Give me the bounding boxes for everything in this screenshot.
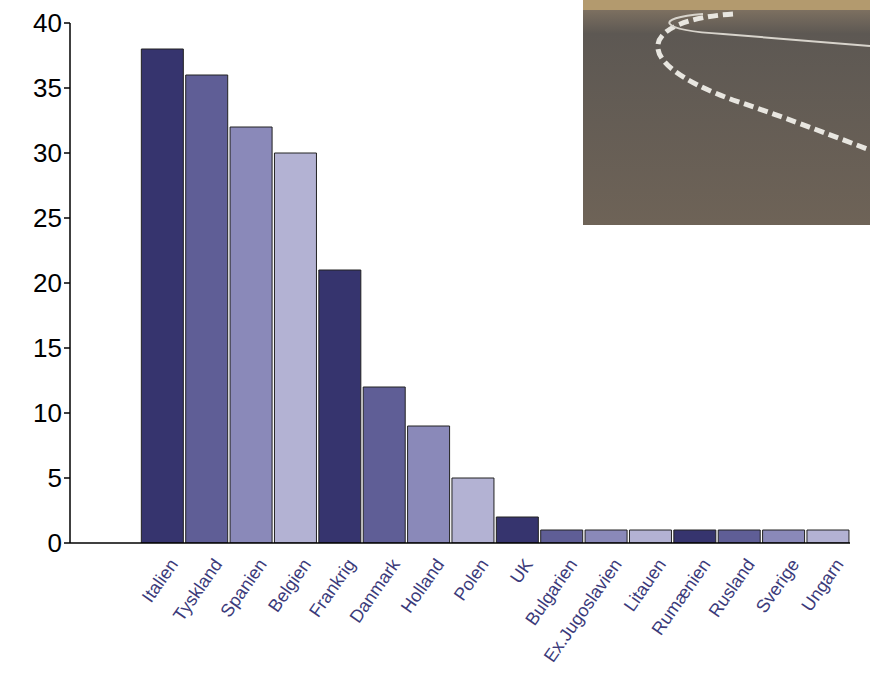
svg-text:Spanien: Spanien [216, 555, 270, 621]
svg-text:Bulgarien: Bulgarien [521, 555, 582, 629]
svg-text:Belgien: Belgien [264, 555, 316, 616]
svg-text:Rusland: Rusland [705, 555, 759, 621]
svg-text:Sverige: Sverige [752, 555, 803, 616]
svg-text:Frankrig: Frankrig [305, 555, 360, 621]
svg-text:Polen: Polen [450, 555, 493, 604]
svg-text:0: 0 [48, 528, 62, 558]
svg-text:20: 20 [33, 268, 62, 298]
svg-text:30: 30 [33, 138, 62, 168]
svg-text:Rumænien: Rumænien [648, 555, 715, 639]
svg-text:Holland: Holland [397, 555, 448, 616]
svg-text:25: 25 [33, 203, 62, 233]
svg-text:Italien: Italien [138, 555, 182, 606]
svg-text:Litauen: Litauen [619, 555, 671, 615]
svg-text:10: 10 [33, 398, 62, 428]
svg-text:15: 15 [33, 333, 62, 363]
svg-text:UK: UK [506, 555, 537, 587]
svg-text:Ex.Jugoslavien: Ex.Jugoslavien [540, 555, 626, 666]
svg-text:Ungarn: Ungarn [797, 555, 847, 615]
svg-text:Tyskland: Tyskland [169, 555, 226, 625]
svg-text:35: 35 [33, 73, 62, 103]
svg-text:Danmark: Danmark [346, 554, 405, 626]
svg-text:5: 5 [48, 463, 62, 493]
svg-text:40: 40 [33, 8, 62, 38]
